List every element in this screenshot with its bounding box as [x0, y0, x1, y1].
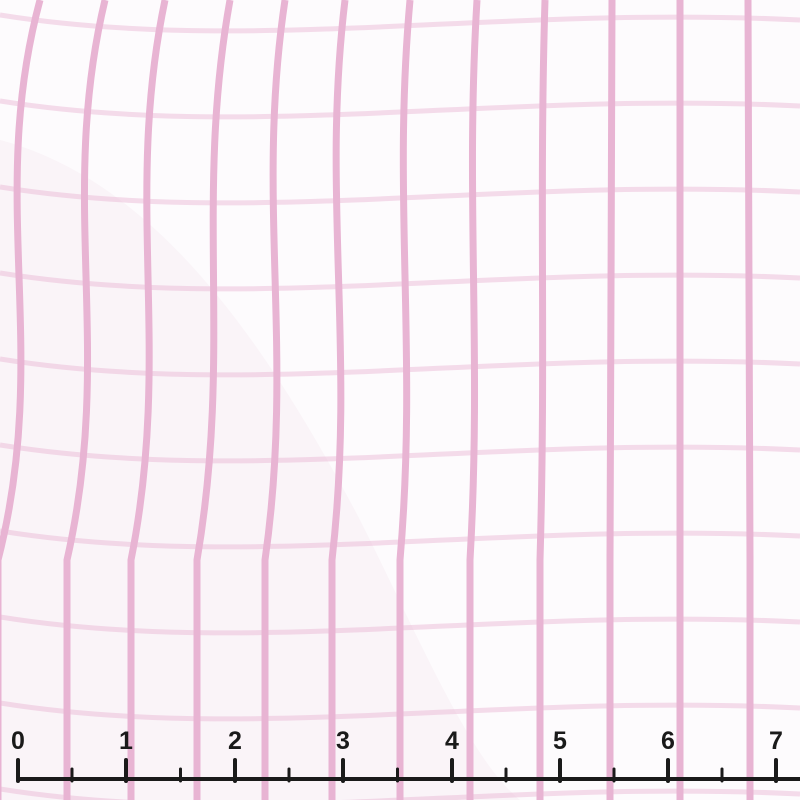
- horizontal-stripe: [0, 614, 800, 636]
- vertical-stripe: [127, 0, 169, 800]
- horizontal-stripe: [0, 786, 800, 800]
- vertical-stripe: [63, 0, 109, 800]
- horizontal-stripe: [0, 98, 800, 120]
- horizontal-stripe: [0, 184, 800, 206]
- vertical-stripe: [606, 0, 616, 800]
- vertical-stripe: [0, 0, 44, 800]
- ruler-label: 0: [11, 727, 25, 755]
- vertical-stripe: [193, 0, 234, 800]
- ruler-label: 7: [769, 727, 783, 755]
- ruler-label: 3: [336, 727, 350, 755]
- horizontal-stripe: [0, 442, 800, 464]
- horizontal-stripe: [0, 12, 800, 34]
- vertical-stripe: [328, 0, 349, 800]
- vertical-stripe: [396, 0, 414, 800]
- vertical-stripe: [744, 0, 754, 800]
- horizontal-stripe: [0, 270, 800, 292]
- ruler-label: 5: [553, 727, 567, 755]
- ruler-label: 4: [445, 727, 459, 755]
- vertical-stripe: [261, 0, 289, 800]
- ruler-label: 2: [228, 727, 242, 755]
- ruler-label: 6: [661, 727, 675, 755]
- horizontal-stripe: [0, 700, 800, 722]
- ruler-label: 1: [119, 727, 133, 755]
- horizontal-stripe: [0, 528, 800, 550]
- horizontal-stripe: [0, 356, 800, 378]
- vertical-stripe: [536, 0, 549, 800]
- fabric-fold-shadow: [0, 140, 520, 800]
- vertical-stripe: [466, 0, 481, 800]
